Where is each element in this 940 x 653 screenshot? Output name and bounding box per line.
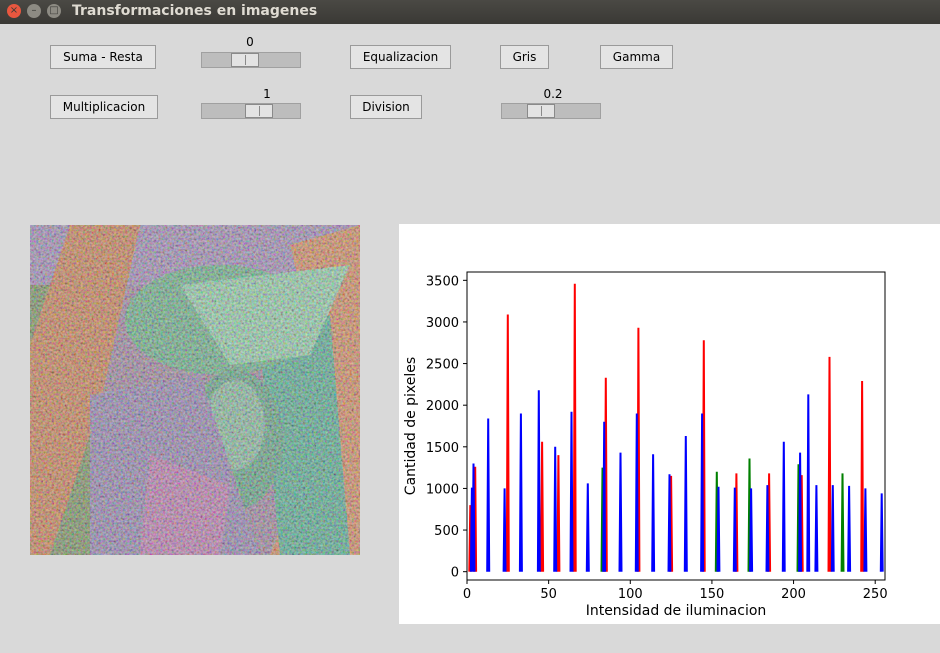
- y-tick-label: 2000: [426, 399, 459, 414]
- series-green-line: [600, 458, 845, 572]
- y-tick-label: 2500: [426, 358, 459, 373]
- y-tick-label: 3500: [426, 274, 459, 289]
- suma-resta-slider-value: 0: [246, 35, 254, 49]
- series-blue-line: [469, 390, 884, 572]
- window-titlebar: × – □ Transformaciones en imagenes: [0, 0, 940, 24]
- equalizacion-button[interactable]: Equalizacion: [350, 45, 451, 69]
- gamma-slider-value: 0.2: [543, 87, 563, 101]
- x-tick-label: 250: [863, 587, 888, 602]
- multiplicacion-slider[interactable]: [201, 103, 301, 119]
- y-tick-label: 1500: [426, 441, 459, 456]
- y-axis-label: Cantidad de pixeles: [403, 357, 419, 495]
- suma-resta-button[interactable]: Suma - Resta: [50, 45, 156, 69]
- gamma-button[interactable]: Gamma: [600, 45, 673, 69]
- slider-thumb[interactable]: [231, 53, 259, 67]
- minimize-window-icon[interactable]: –: [27, 4, 41, 18]
- x-tick-label: 50: [540, 587, 557, 602]
- x-tick-label: 100: [618, 587, 643, 602]
- x-tick-label: 200: [781, 587, 806, 602]
- gris-button[interactable]: Gris: [500, 45, 549, 69]
- y-tick-label: 500: [434, 524, 459, 539]
- image-canvas: [30, 225, 360, 555]
- histogram-plot: 0 50 100 150 200 250 0 500 1000 1500 2000 2500 3000 3…: [399, 224, 940, 624]
- x-axis-label: Intensidad de iluminacion: [586, 603, 767, 619]
- histogram-chart: 0 50 100 150 200 2500500100015002000250030003…: [403, 271, 888, 619]
- close-window-icon[interactable]: ×: [7, 4, 21, 18]
- multiplicacion-button[interactable]: Multiplicacion: [50, 95, 158, 119]
- gamma-slider[interactable]: [501, 103, 601, 119]
- y-tick-label: 3000: [426, 316, 459, 331]
- multiplicacion-slider-value: 1: [263, 87, 271, 101]
- suma-resta-slider[interactable]: [201, 52, 301, 68]
- plot-frame: [466, 271, 886, 581]
- x-tick-label: 0: [463, 587, 471, 602]
- y-tick-label: 1000: [426, 482, 459, 497]
- y-tick-label: 0: [451, 566, 459, 581]
- maximize-window-icon[interactable]: □: [47, 4, 61, 18]
- window-title: Transformaciones en imagenes: [72, 3, 318, 19]
- processed-lena-image: [30, 225, 360, 555]
- slider-thumb[interactable]: [245, 104, 273, 118]
- series-red-line: [468, 283, 865, 572]
- slider-thumb[interactable]: [527, 104, 555, 118]
- division-button[interactable]: Division: [350, 95, 422, 119]
- x-tick-label: 150: [700, 587, 725, 602]
